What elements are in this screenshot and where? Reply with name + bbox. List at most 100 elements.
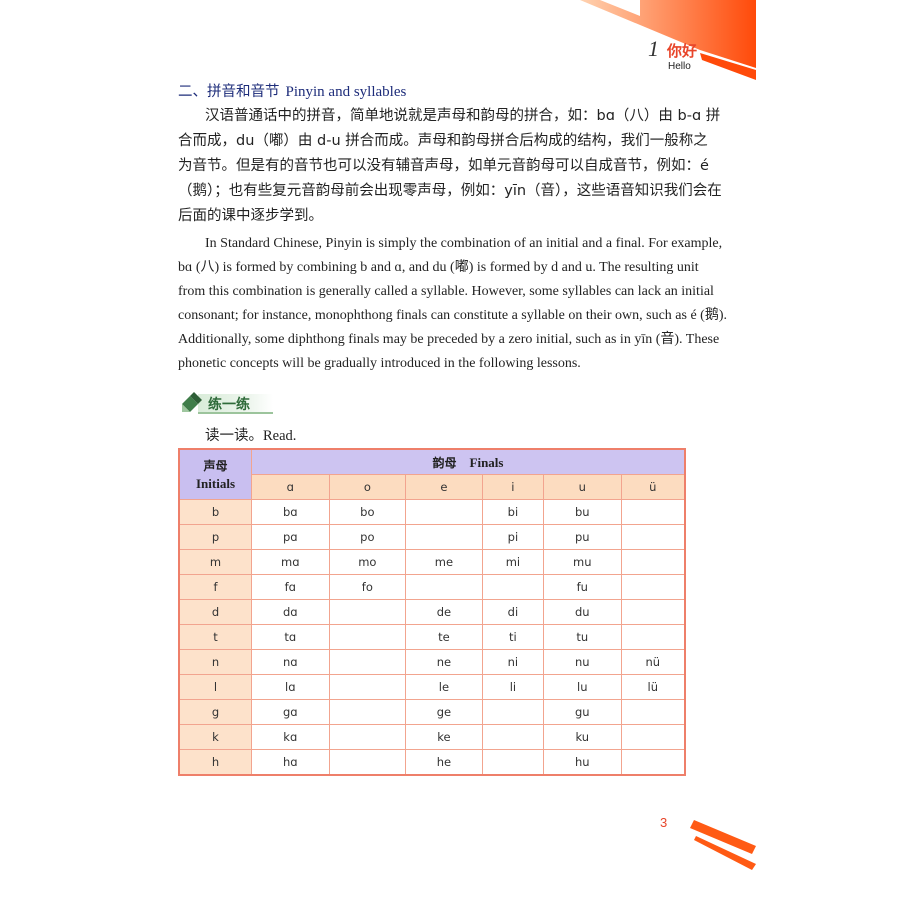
syllable-cell bbox=[328, 624, 407, 650]
paragraph-line: Additionally, some diphthong finals may … bbox=[178, 332, 720, 347]
syllable-cell bbox=[620, 749, 686, 776]
read-instruction-zh: 读一读。 bbox=[205, 428, 263, 444]
syllable-cell: nu bbox=[543, 649, 622, 675]
syllable-cell: bi bbox=[481, 499, 545, 525]
syllable-cell: ti bbox=[481, 624, 545, 650]
initial-cell: p bbox=[178, 524, 252, 550]
syllable-cell: lü bbox=[620, 674, 686, 700]
initial-cell: g bbox=[178, 699, 252, 725]
practice-banner bbox=[198, 394, 273, 414]
syllable-cell: nü bbox=[620, 649, 686, 675]
syllable-cell: gɑ bbox=[251, 699, 330, 725]
syllable-cell: te bbox=[405, 624, 483, 650]
final-header-1: o bbox=[328, 474, 407, 500]
paragraph-line: 为音节。但是有的音节也可以没有辅音声母，如单元音韵母可以自成音节，例如：é bbox=[178, 158, 709, 174]
syllable-cell bbox=[620, 524, 686, 550]
syllable-cell: nɑ bbox=[251, 649, 330, 675]
syllable-cell: gu bbox=[543, 699, 622, 725]
syllable-cell bbox=[620, 724, 686, 750]
syllable-cell: mo bbox=[328, 549, 407, 575]
syllable-cell: le bbox=[405, 674, 483, 700]
syllable-cell: mi bbox=[481, 549, 545, 575]
page-number: 3 bbox=[660, 815, 668, 830]
chapter-title-en: Hello bbox=[668, 61, 691, 72]
final-header-3: i bbox=[481, 474, 545, 500]
initial-cell: h bbox=[178, 749, 252, 776]
syllable-cell: pi bbox=[481, 524, 545, 550]
syllable-cell: hu bbox=[543, 749, 622, 776]
syllable-cell: bo bbox=[328, 499, 407, 525]
finals-header-zh: 韵母 bbox=[432, 455, 457, 470]
paragraph-line: 后面的课中逐步学到。 bbox=[178, 208, 323, 224]
syllable-cell: lɑ bbox=[251, 674, 330, 700]
paragraph-en: In Standard Chinese, Pinyin is simply th… bbox=[178, 232, 727, 376]
table-row: d dɑ de di du bbox=[178, 599, 686, 625]
syllable-cell: li bbox=[481, 674, 545, 700]
table-row: t tɑ te ti tu bbox=[178, 624, 686, 650]
paragraph-line: （鹅）；也有些复元音韵母前会出现零声母，例如：yīn（音），这些语音知识我们会在 bbox=[178, 183, 722, 199]
footer-decoration bbox=[690, 820, 756, 870]
table-row: h hɑ he hu bbox=[178, 749, 686, 776]
syllable-cell: kɑ bbox=[251, 724, 330, 750]
initial-cell: b bbox=[178, 499, 252, 525]
paragraph-line: consonant; for instance, monophthong fin… bbox=[178, 308, 727, 323]
syllable-cell bbox=[328, 599, 407, 625]
syllable-cell bbox=[405, 499, 483, 525]
paragraph-line: from this combination is generally calle… bbox=[178, 284, 714, 299]
syllable-cell bbox=[328, 699, 407, 725]
chapter-title-zh: 你好 bbox=[667, 42, 698, 60]
syllable-cell: ni bbox=[481, 649, 545, 675]
practice-label: 练一练 bbox=[208, 397, 250, 413]
syllable-cell bbox=[405, 524, 483, 550]
final-header-2: e bbox=[405, 474, 483, 500]
syllable-cell: ke bbox=[405, 724, 483, 750]
syllable-cell: he bbox=[405, 749, 483, 776]
syllable-cell: po bbox=[328, 524, 407, 550]
initial-cell: l bbox=[178, 674, 252, 700]
initial-cell: t bbox=[178, 624, 252, 650]
syllable-cell: lu bbox=[543, 674, 622, 700]
initials-header-zh: 声母 bbox=[203, 459, 228, 473]
syllable-cell: di bbox=[481, 599, 545, 625]
finals-header: 韵母 Finals bbox=[251, 448, 686, 475]
paragraph-line: 汉语普通话中的拼音，简单地说就是声母和韵母的拼合，如：bɑ（八）由 b-ɑ 拼 bbox=[205, 108, 721, 124]
table-row: g gɑ ge gu bbox=[178, 699, 686, 725]
table-row: l lɑ le li lu lü bbox=[178, 674, 686, 700]
syllable-cell: pu bbox=[543, 524, 622, 550]
syllable-cell: tɑ bbox=[251, 624, 330, 650]
syllable-cell: tu bbox=[543, 624, 622, 650]
table-row: k kɑ ke ku bbox=[178, 724, 686, 750]
syllable-cell: bu bbox=[543, 499, 622, 525]
paragraph-line: bɑ (八) is formed by combining b and ɑ, a… bbox=[178, 260, 699, 275]
paragraph-line: In Standard Chinese, Pinyin is simply th… bbox=[205, 236, 723, 251]
syllable-cell bbox=[328, 724, 407, 750]
table-row: p pɑ po pi pu bbox=[178, 524, 686, 550]
section-title-en: Pinyin and syllables bbox=[285, 84, 407, 100]
syllable-cell bbox=[481, 699, 545, 725]
syllable-cell bbox=[405, 574, 483, 600]
syllable-cell: du bbox=[543, 599, 622, 625]
initial-cell: d bbox=[178, 599, 252, 625]
practice-heading: 练一练 bbox=[178, 392, 273, 414]
read-instruction-en: Read. bbox=[263, 428, 297, 444]
section-title-zh: 二、拼音和音节 bbox=[178, 84, 280, 100]
syllable-cell: ne bbox=[405, 649, 483, 675]
syllable-cell: fu bbox=[543, 574, 622, 600]
finals-header-en: Finals bbox=[469, 454, 504, 470]
syllable-cell bbox=[481, 724, 545, 750]
syllable-cell: mu bbox=[543, 549, 622, 575]
syllable-cell: pɑ bbox=[251, 524, 330, 550]
initial-cell: n bbox=[178, 649, 252, 675]
initial-cell: f bbox=[178, 574, 252, 600]
initials-header-en: Initials bbox=[195, 476, 235, 491]
syllable-cell: mɑ bbox=[251, 549, 330, 575]
final-header-0: ɑ bbox=[251, 474, 330, 500]
syllable-cell bbox=[620, 574, 686, 600]
read-instruction: 读一读。Read. bbox=[205, 424, 296, 445]
syllable-cell: de bbox=[405, 599, 483, 625]
syllable-cell: fo bbox=[328, 574, 407, 600]
syllable-cell bbox=[481, 574, 545, 600]
initial-cell: k bbox=[178, 724, 252, 750]
syllable-cell bbox=[481, 749, 545, 776]
paragraph-line: 合而成，du（嘟）由 d-u 拼合而成。声母和韵母拼合后构成的结构，我们一般称之 bbox=[178, 133, 708, 149]
